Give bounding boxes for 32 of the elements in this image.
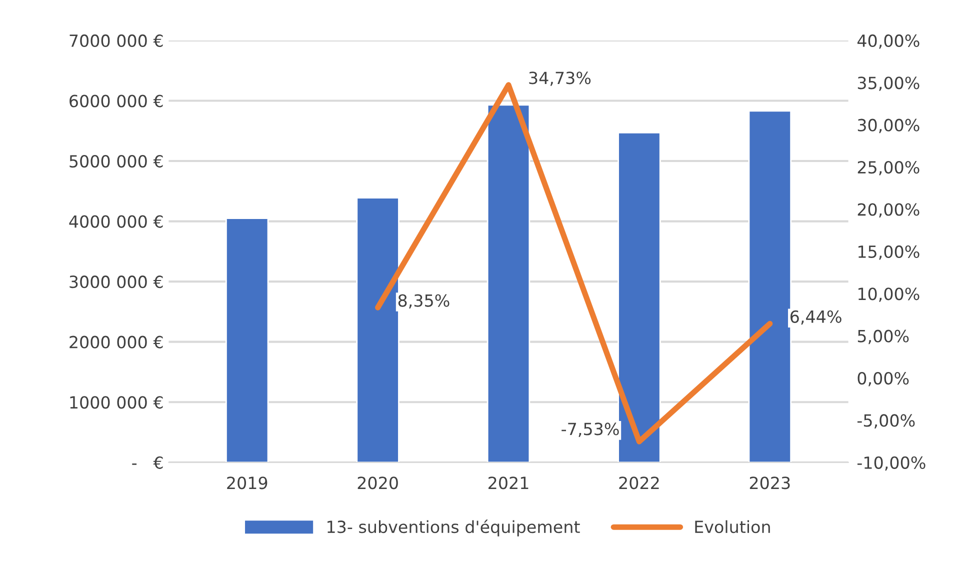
y2-tick-label: 35,00% <box>858 76 920 91</box>
y2-tick-label: 0,00% <box>858 372 909 386</box>
y2-tick-label: 25,00% <box>858 161 920 176</box>
y2-tick-label: 10,00% <box>858 288 920 302</box>
y2-tick-label: 30,00% <box>858 118 920 134</box>
y-tick-label: 2000 000 € <box>70 336 163 348</box>
data-label: 8,35% <box>398 294 450 309</box>
y-tick-label: 5000 000 € <box>70 154 163 168</box>
legend-label: 13- subventions d'équipement <box>328 520 580 536</box>
bar <box>486 104 530 462</box>
bar <box>226 218 269 462</box>
y-tick-label: - € <box>132 456 163 469</box>
x-tick-label: 2020 <box>358 476 398 490</box>
y2-tick-label: 20,00% <box>858 203 920 218</box>
legend-label: Evolution <box>695 520 770 534</box>
x-tick-label: 2022 <box>619 476 659 490</box>
data-label: -7,53% <box>562 422 619 437</box>
y-tick-label: 6000 000 € <box>70 94 163 108</box>
y2-tick-label: 15,00% <box>858 245 920 260</box>
y-tick-label: 3000 000 € <box>70 276 163 288</box>
y-tick-label: 7000 000 € <box>70 34 163 48</box>
x-tick-label: 2021 <box>488 476 528 490</box>
y2-tick-label: -5,00% <box>857 414 915 428</box>
y2-tick-label: -10,00% <box>857 456 926 471</box>
y2-tick-label: 5,00% <box>858 330 909 344</box>
data-label: 6,44% <box>790 310 842 325</box>
x-tick-label: 2023 <box>750 476 790 490</box>
y-tick-label: 4000 000 € <box>69 215 163 228</box>
x-tick-label: 2019 <box>227 476 268 490</box>
data-label: 34,73% <box>529 72 591 86</box>
y2-tick-label: 40,00% <box>857 34 920 49</box>
y-tick-label: 1000 000 € <box>70 396 163 409</box>
